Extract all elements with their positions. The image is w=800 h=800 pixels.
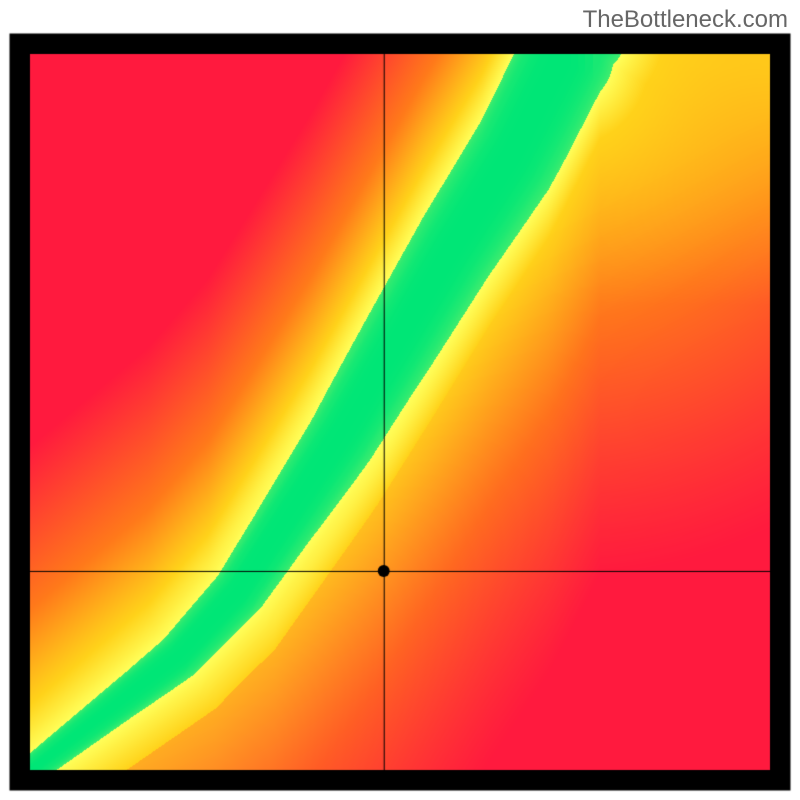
heatmap-canvas [0,0,800,800]
chart-container: TheBottleneck.com [0,0,800,800]
watermark-text: TheBottleneck.com [583,6,788,34]
